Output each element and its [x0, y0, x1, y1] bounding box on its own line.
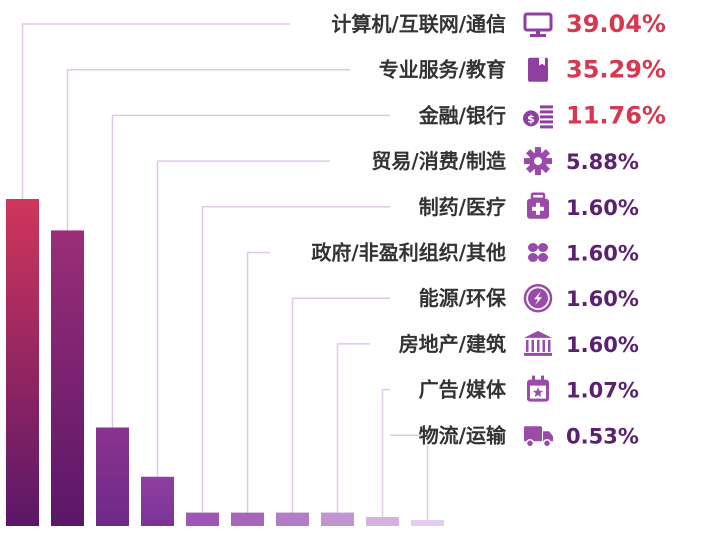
leader-line — [201, 206, 390, 513]
svg-text:$: $ — [527, 112, 535, 125]
bar — [51, 230, 84, 526]
leader-line — [246, 251, 270, 513]
bar — [96, 427, 129, 526]
category-label: 房地产/建筑 — [399, 332, 506, 356]
value-label: 35.29% — [566, 56, 666, 84]
truck-icon — [524, 426, 553, 448]
category-label: 能源/环保 — [419, 286, 507, 310]
category-label: 贸易/消费/制造 — [371, 149, 507, 173]
bar — [141, 476, 174, 526]
leader-line — [21, 23, 290, 199]
leader-line — [156, 160, 330, 477]
monitor-icon — [523, 12, 553, 37]
value-label: 1.60% — [566, 242, 639, 266]
bar — [411, 520, 444, 526]
category-label: 制药/医疗 — [419, 195, 506, 219]
category-label: 金融/银行 — [418, 103, 506, 127]
bank-icon — [524, 330, 552, 356]
value-label: 1.60% — [566, 287, 639, 311]
value-label: 5.88% — [566, 150, 639, 174]
leader-line — [381, 388, 390, 518]
category-label: 物流/运输 — [419, 423, 507, 447]
book-icon — [528, 57, 548, 82]
money-icon: $ — [523, 105, 553, 129]
leader-line — [336, 343, 370, 513]
value-label: 1.60% — [566, 196, 639, 220]
leader-lines — [21, 23, 429, 520]
bar — [231, 512, 264, 526]
value-label: 11.76% — [566, 101, 666, 129]
value-label: 1.07% — [566, 379, 639, 403]
calendar-star-icon — [527, 375, 549, 402]
category-label: 政府/非盈利组织/其他 — [311, 241, 506, 265]
category-label: 专业服务/教育 — [379, 58, 506, 82]
category-labels: 计算机/互联网/通信专业服务/教育金融/银行贸易/消费/制造制药/医疗政府/非盈… — [311, 12, 507, 447]
leader-line — [291, 297, 390, 513]
bar — [186, 512, 219, 526]
gear-icon — [524, 147, 552, 176]
bar — [6, 199, 39, 526]
value-label: 0.53% — [566, 424, 639, 448]
leader-line — [390, 434, 429, 520]
value-label: 39.04% — [566, 10, 666, 38]
value-label: 1.60% — [566, 333, 639, 357]
category-label: 广告/媒体 — [419, 378, 507, 402]
value-labels: 39.04% 35.29% 11.76% 5.88% 1.60% 1.60% 1.60% 1.… — [566, 10, 666, 448]
bars — [6, 199, 444, 526]
bar — [321, 512, 354, 526]
category-icons: $ — [523, 12, 553, 448]
category-label: 计算机/互联网/通信 — [331, 12, 506, 36]
leader-line — [111, 114, 390, 428]
medkit-icon — [527, 192, 549, 219]
clover-icon — [528, 243, 548, 262]
energy-icon — [523, 283, 553, 313]
bar — [276, 512, 309, 526]
bar — [366, 517, 399, 526]
leader-line — [66, 68, 350, 231]
